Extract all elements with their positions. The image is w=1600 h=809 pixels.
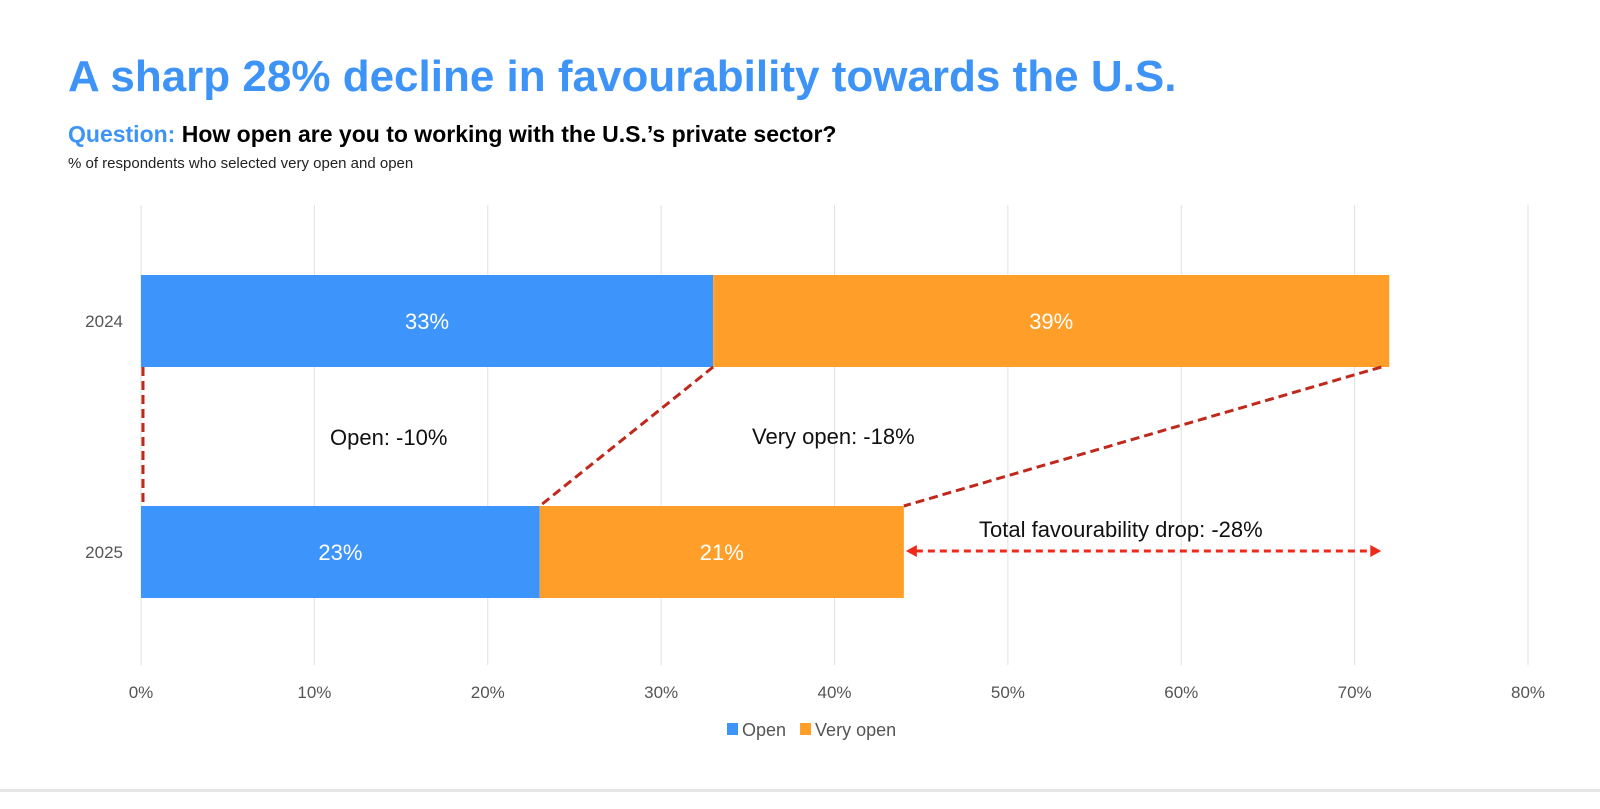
bar-very-open-2024	[713, 275, 1390, 367]
connector-very-open	[903, 365, 1382, 508]
legend-label: Open	[742, 720, 786, 740]
question-label: Question:	[68, 121, 176, 147]
x-tick-label: 30%	[644, 683, 678, 702]
x-tick-label: 70%	[1338, 683, 1372, 702]
y-category-label: 2024	[85, 312, 123, 331]
x-tick-label: 0%	[129, 683, 154, 702]
y-category-label: 2025	[85, 543, 123, 562]
x-tick-label: 60%	[1164, 683, 1198, 702]
x-tick-label: 10%	[297, 683, 331, 702]
data-label: 21%	[700, 540, 744, 565]
x-tick-label: 80%	[1511, 683, 1545, 702]
legend-swatch-open	[727, 723, 738, 735]
chart-subtitle: % of respondents who selected very open …	[68, 155, 414, 172]
connector-open	[538, 365, 715, 508]
data-label: 39%	[1029, 309, 1073, 334]
legend-swatch-very-open	[800, 723, 812, 735]
chart-title: A sharp 28% decline in favourability tow…	[68, 52, 1177, 101]
bar-open-2024	[141, 275, 714, 367]
annotation-open-change: Open: -10%	[330, 425, 447, 450]
data-label: 33%	[405, 309, 449, 334]
bar-very-open-2025	[539, 506, 904, 598]
arrow-head-left-icon	[905, 545, 917, 557]
legend-label: Very open	[815, 720, 896, 740]
data-label: 23%	[318, 540, 362, 565]
x-tick-label: 20%	[471, 683, 505, 702]
x-tick-label: 50%	[991, 683, 1025, 702]
bar-open-2025	[141, 506, 540, 598]
annotation-very-open-change: Very open: -18%	[752, 424, 915, 449]
annotation-total-drop: Total favourability drop: -28%	[979, 517, 1263, 542]
arrow-head-right-icon	[1370, 545, 1382, 557]
question-text: How open are you to working with the U.S…	[181, 121, 837, 147]
x-tick-label: 40%	[817, 683, 851, 702]
question: Question: How open are you to working wi…	[68, 121, 836, 148]
divider	[0, 789, 1600, 792]
